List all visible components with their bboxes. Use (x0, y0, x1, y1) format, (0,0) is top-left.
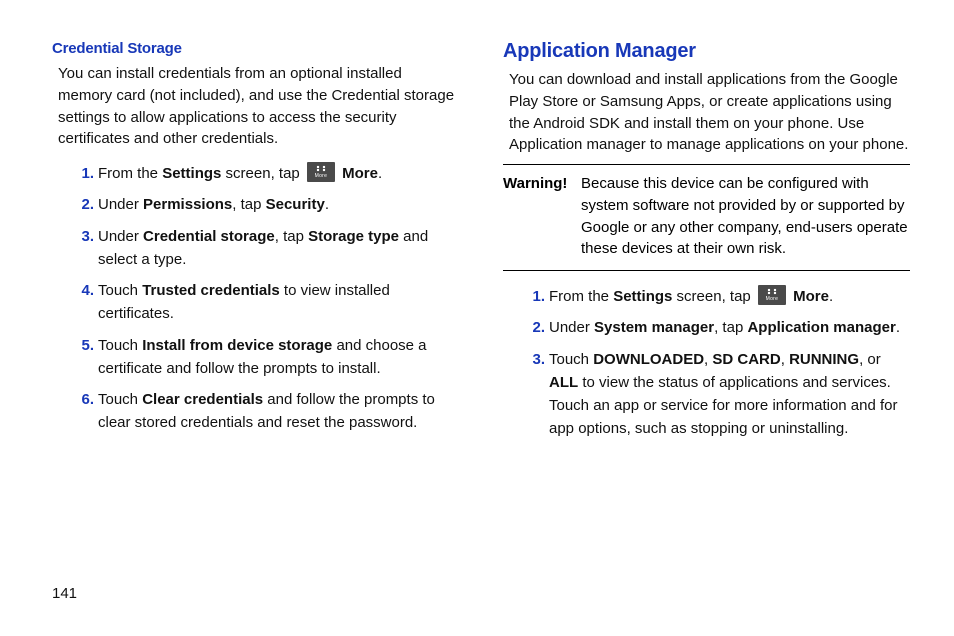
bold-sdcard: SD CARD (712, 351, 780, 368)
page-number: 141 (52, 585, 77, 602)
step-text: to view the status of applications and s… (549, 374, 898, 438)
step-text: , tap (232, 196, 265, 213)
warning-label: Warning! (503, 173, 581, 260)
left-column: Credential Storage You can install crede… (52, 40, 459, 445)
step-2: Under System manager, tap Application ma… (509, 312, 910, 343)
step-5: Touch Install from device storage and ch… (58, 330, 459, 385)
step-text: , (781, 351, 789, 368)
step-2: Under Permissions, tap Security. (58, 189, 459, 220)
bold-storage-type: Storage type (308, 228, 399, 245)
application-manager-steps: From the Settings screen, tap More. Unde… (509, 281, 910, 445)
bold-system-manager: System manager (594, 319, 714, 336)
step-text: Touch (98, 337, 142, 354)
bold-more: More (793, 288, 829, 305)
credential-storage-heading: Credential Storage (52, 40, 459, 57)
step-text: screen, tap (672, 288, 755, 305)
step-text: From the (98, 165, 162, 182)
warning-block: Warning! Because this device can be conf… (503, 164, 910, 271)
step-text: . (378, 165, 382, 182)
application-manager-intro: You can download and install application… (509, 69, 910, 156)
step-4: Touch Trusted credentials to view instal… (58, 275, 459, 330)
bold-clear-credentials: Clear credentials (142, 391, 263, 408)
document-page: Credential Storage You can install crede… (0, 0, 954, 445)
step-text: Touch (98, 282, 142, 299)
application-manager-heading: Application Manager (503, 40, 910, 63)
step-text: Under (98, 196, 143, 213)
bold-all: ALL (549, 374, 578, 391)
credential-storage-intro: You can install credentials from an opti… (58, 63, 459, 150)
step-text: . (829, 288, 833, 305)
step-text: Touch (549, 351, 593, 368)
credential-storage-steps: From the Settings screen, tap More. Unde… (58, 158, 459, 439)
bold-settings: Settings (162, 165, 221, 182)
warning-row: Warning! Because this device can be conf… (503, 173, 910, 260)
bold-downloaded: DOWNLOADED (593, 351, 704, 368)
bold-settings: Settings (613, 288, 672, 305)
bold-more: More (342, 165, 378, 182)
warning-text: Because this device can be configured wi… (581, 173, 910, 260)
step-text: . (325, 196, 329, 213)
step-text: Under (98, 228, 143, 245)
step-text: , or (859, 351, 881, 368)
step-text: Touch (98, 391, 142, 408)
step-text: , tap (275, 228, 308, 245)
step-text: . (896, 319, 900, 336)
step-text: Under (549, 319, 594, 336)
bold-permissions: Permissions (143, 196, 232, 213)
step-text: From the (549, 288, 613, 305)
step-6: Touch Clear credentials and follow the p… (58, 384, 459, 439)
more-icon (307, 162, 335, 182)
step-3: Touch DOWNLOADED, SD CARD, RUNNING, or A… (509, 344, 910, 445)
bold-install-from-device: Install from device storage (142, 337, 332, 354)
bold-security: Security (266, 196, 325, 213)
step-1: From the Settings screen, tap More. (58, 158, 459, 189)
bold-application-manager: Application manager (747, 319, 895, 336)
step-1: From the Settings screen, tap More. (509, 281, 910, 312)
more-icon (758, 285, 786, 305)
right-column: Application Manager You can download and… (503, 40, 910, 445)
step-text: , tap (714, 319, 747, 336)
bold-credential-storage: Credential storage (143, 228, 275, 245)
bold-trusted-credentials: Trusted credentials (142, 282, 280, 299)
step-3: Under Credential storage, tap Storage ty… (58, 221, 459, 276)
step-text: screen, tap (221, 165, 304, 182)
bold-running: RUNNING (789, 351, 859, 368)
